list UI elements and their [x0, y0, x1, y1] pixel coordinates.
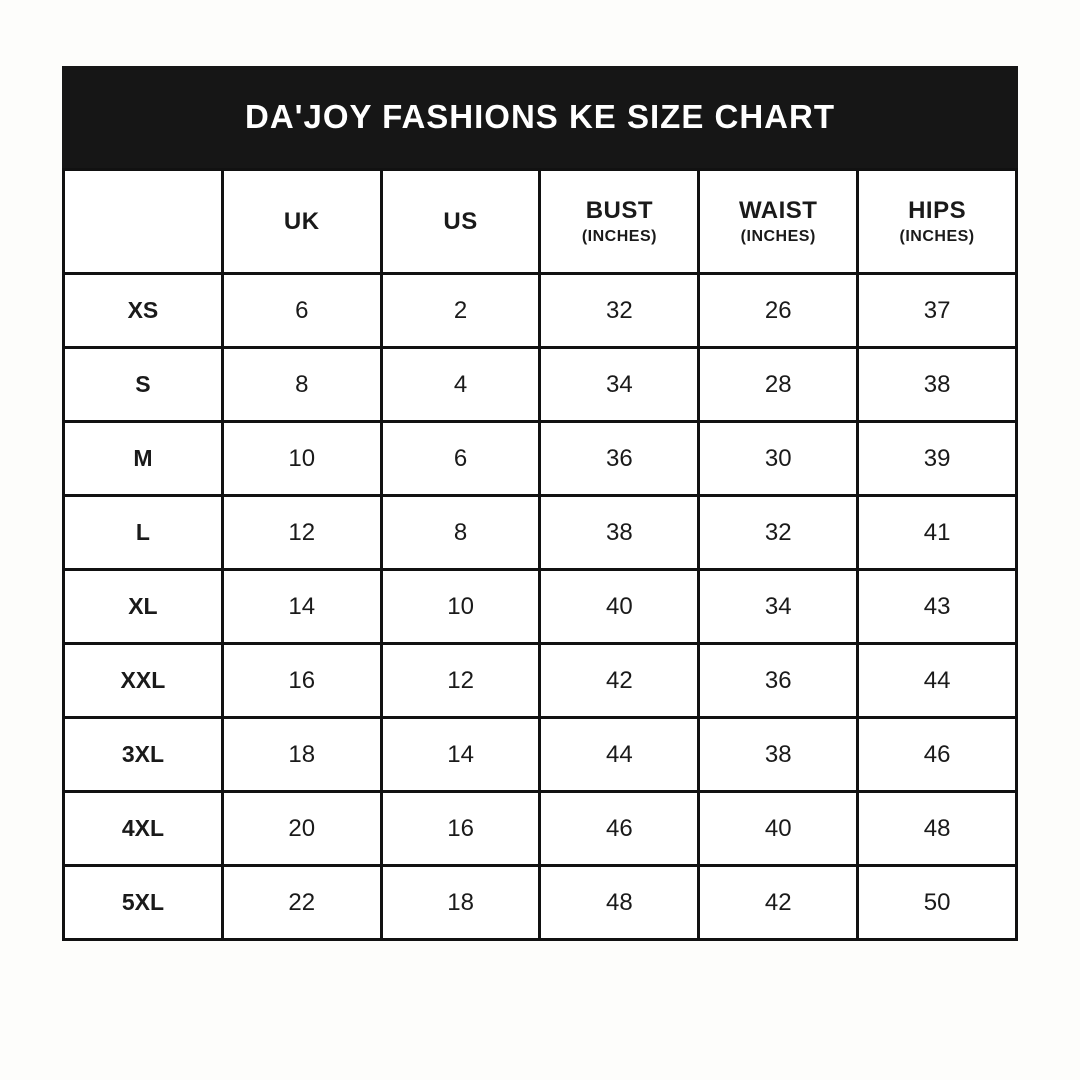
measurement-cell: 14 — [220, 568, 383, 645]
header-cell-us: US — [379, 168, 542, 275]
header-cell-waist: WAIST (INCHES) — [697, 168, 860, 275]
measurement-cell: 44 — [856, 642, 1018, 719]
measurement-cell: 22 — [220, 864, 383, 941]
measurement-cell: 2 — [379, 272, 542, 349]
table-row: XL 14 10 40 34 43 — [62, 568, 1018, 645]
page-title: DA'JOY FASHIONS KE SIZE CHART — [245, 98, 835, 135]
measurement-cell: 8 — [379, 494, 542, 571]
header-cell-bust: BUST (INCHES) — [538, 168, 701, 275]
measurement-cell: 8 — [220, 346, 383, 423]
measurement-cell: 28 — [697, 346, 860, 423]
size-label-cell: L — [62, 494, 224, 571]
table-row: S 8 4 34 28 38 — [62, 346, 1018, 423]
measurement-cell: 14 — [379, 716, 542, 793]
measurement-cell: 38 — [538, 494, 701, 571]
header-cell-corner — [62, 168, 224, 275]
measurement-cell: 18 — [220, 716, 383, 793]
measurement-cell: 34 — [697, 568, 860, 645]
measurement-cell: 44 — [538, 716, 701, 793]
measurement-cell: 16 — [379, 790, 542, 867]
measurement-cell: 6 — [379, 420, 542, 497]
measurement-cell: 16 — [220, 642, 383, 719]
size-label-cell: 3XL — [62, 716, 224, 793]
column-sublabel: (INCHES) — [899, 228, 975, 245]
measurement-cell: 10 — [220, 420, 383, 497]
table-row: XS 6 2 32 26 37 — [62, 272, 1018, 349]
measurement-cell: 10 — [379, 568, 542, 645]
measurement-cell: 18 — [379, 864, 542, 941]
column-label: US — [443, 207, 478, 235]
header-cell-uk: UK — [220, 168, 383, 275]
measurement-cell: 6 — [220, 272, 383, 349]
measurement-cell: 39 — [856, 420, 1018, 497]
measurement-cell: 43 — [856, 568, 1018, 645]
measurement-cell: 12 — [220, 494, 383, 571]
table-body: XS 6 2 32 26 37 S 8 4 34 28 38 M 10 6 36 30 39 L 12 8 38 32 41 X… — [62, 272, 1018, 941]
column-sublabel: (INCHES) — [740, 228, 816, 245]
column-label: HIPS — [908, 197, 967, 224]
measurement-cell: 32 — [538, 272, 701, 349]
table-row: XXL 16 12 42 36 44 — [62, 642, 1018, 719]
size-chart-sheet: DA'JOY FASHIONS KE SIZE CHART UK US BUST (I… — [62, 66, 1018, 941]
measurement-cell: 46 — [538, 790, 701, 867]
table-header: UK US BUST (INCHES) WAIST (INCHES) HIPS (INCHES… — [62, 168, 1018, 275]
header-cell-hips: HIPS (INCHES) — [856, 168, 1018, 275]
table-row: L 12 8 38 32 41 — [62, 494, 1018, 571]
size-label-cell: 4XL — [62, 790, 224, 867]
measurement-cell: 40 — [538, 568, 701, 645]
size-label-cell: M — [62, 420, 224, 497]
column-label: WAIST — [738, 197, 818, 224]
measurement-cell: 36 — [697, 642, 860, 719]
table-row: 3XL 18 14 44 38 46 — [62, 716, 1018, 793]
measurement-cell: 46 — [856, 716, 1018, 793]
column-label: UK — [283, 207, 320, 235]
column-label: BUST — [585, 197, 654, 224]
size-label-cell: XS — [62, 272, 224, 349]
measurement-cell: 38 — [697, 716, 860, 793]
size-chart-table: UK US BUST (INCHES) WAIST (INCHES) HIPS (INCHES… — [62, 168, 1018, 941]
chart-title-banner: DA'JOY FASHIONS KE SIZE CHART — [62, 66, 1018, 168]
measurement-cell: 30 — [697, 420, 860, 497]
size-label-cell: XL — [62, 568, 224, 645]
measurement-cell: 4 — [379, 346, 542, 423]
measurement-cell: 42 — [538, 642, 701, 719]
measurement-cell: 38 — [856, 346, 1018, 423]
measurement-cell: 34 — [538, 346, 701, 423]
measurement-cell: 12 — [379, 642, 542, 719]
measurement-cell: 40 — [697, 790, 860, 867]
measurement-cell: 37 — [856, 272, 1018, 349]
measurement-cell: 41 — [856, 494, 1018, 571]
size-label-cell: XXL — [62, 642, 224, 719]
measurement-cell: 48 — [856, 790, 1018, 867]
measurement-cell: 36 — [538, 420, 701, 497]
size-label-cell: S — [62, 346, 224, 423]
table-row: 5XL 22 18 48 42 50 — [62, 864, 1018, 941]
header-row: UK US BUST (INCHES) WAIST (INCHES) HIPS (INCHES… — [62, 168, 1018, 275]
table-row: M 10 6 36 30 39 — [62, 420, 1018, 497]
measurement-cell: 32 — [697, 494, 860, 571]
table-row: 4XL 20 16 46 40 48 — [62, 790, 1018, 867]
measurement-cell: 26 — [697, 272, 860, 349]
measurement-cell: 50 — [856, 864, 1018, 941]
measurement-cell: 20 — [220, 790, 383, 867]
measurement-cell: 42 — [697, 864, 860, 941]
column-sublabel: (INCHES) — [581, 228, 657, 245]
size-label-cell: 5XL — [62, 864, 224, 941]
measurement-cell: 48 — [538, 864, 701, 941]
